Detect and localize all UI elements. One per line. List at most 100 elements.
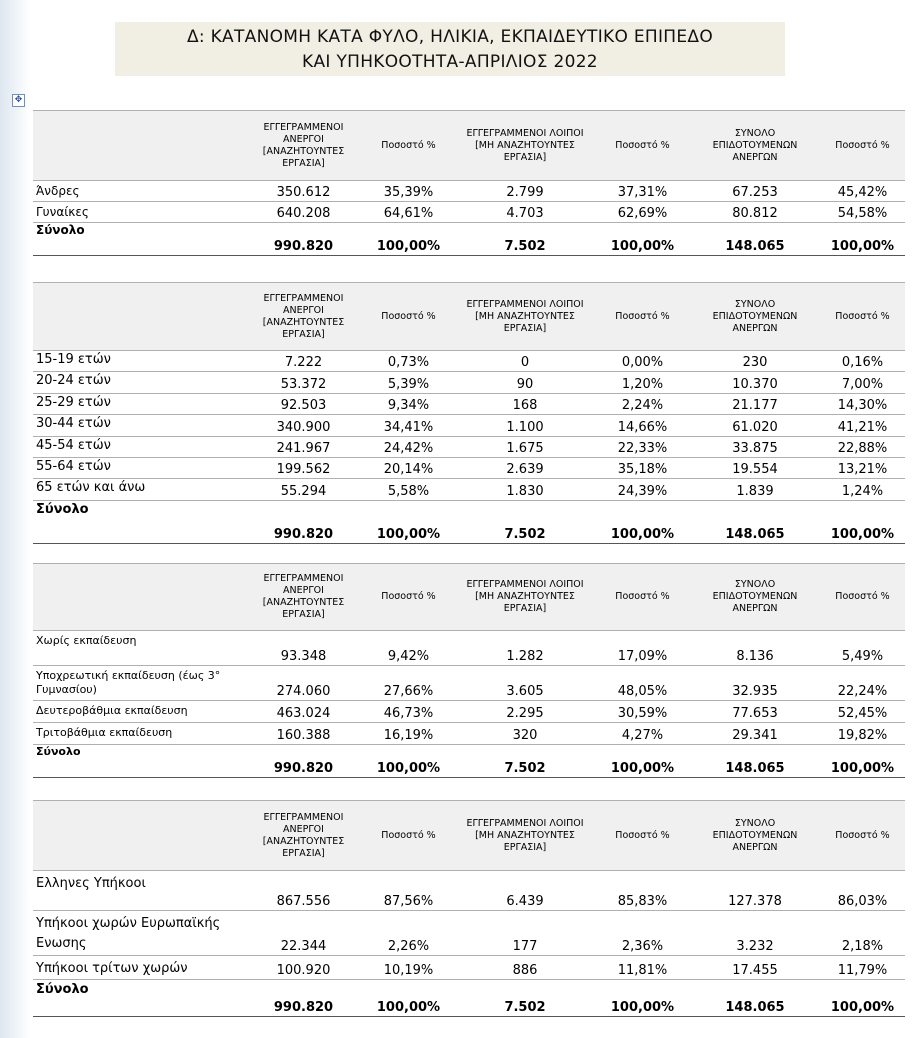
data-row: Δευτεροβάθμια εκπαίδευση 463.024 46,73% 2.2…	[33, 700, 905, 723]
data-table: ΕΓΓΕΓΡΑΜΜΕΝΟΙ ΑΝΕΡΓΟΙ [ΑΝΑΖΗΤΟΥΝΤΕΣ ΕΡΓΑ…	[33, 800, 905, 1017]
data-row: 20-24 ετών 53.372 5,39% 90 1,20% 10.370 7,00%	[33, 371, 905, 394]
column-header: Ποσοστό %	[595, 563, 690, 631]
cell-value: 1.830	[455, 478, 595, 501]
total-label: Σύνολο	[33, 979, 245, 1017]
header-row: ΕΓΓΕΓΡΑΜΜΕΝΟΙ ΑΝΕΡΓΟΙ [ΑΝΑΖΗΤΟΥΝΤΕΣ ΕΡΓΑ…	[33, 563, 905, 631]
total-value: 100,00%	[362, 744, 455, 778]
cell-value: 7,00%	[820, 371, 905, 394]
cell-value: 1.100	[455, 414, 595, 437]
cell-value: 1,24%	[820, 478, 905, 501]
data-row: Υπήκοοι χωρών Ευρωπαϊκής Ενωσης 22.344 2,2…	[33, 910, 905, 956]
cell-value: 22,88%	[820, 436, 905, 458]
cell-value: 13,21%	[820, 457, 905, 480]
row-label: Χωρίς εκπαίδευση	[33, 630, 245, 666]
header-corner	[33, 110, 245, 181]
cell-value: 11,79%	[820, 955, 905, 980]
total-value: 100,00%	[820, 500, 905, 544]
total-value: 148.065	[690, 979, 820, 1017]
cell-value: 34,41%	[362, 414, 455, 437]
cell-value: 127.378	[690, 870, 820, 911]
cell-value: 274.060	[245, 665, 362, 701]
cell-value: 5,39%	[362, 371, 455, 394]
total-value: 7.502	[455, 222, 595, 256]
row-label: Τριτοβάθμια εκπαίδευση	[33, 722, 245, 745]
data-table: ΕΓΓΕΓΡΑΜΜΕΝΟΙ ΑΝΕΡΓΟΙ [ΑΝΑΖΗΤΟΥΝΤΕΣ ΕΡΓΑ…	[33, 563, 905, 778]
cell-value: 90	[455, 371, 595, 394]
title-line: ΚΑΙ ΥΠΗΚΟΟΤΗΤΑ-ΑΠΡΙΛΙΟΣ 2022	[302, 52, 598, 72]
row-label: Υποχρεωτική εκπαίδευση (έως 3° Γυμνασίου…	[33, 665, 245, 701]
header-corner	[33, 563, 245, 631]
cell-value: 17.455	[690, 955, 820, 980]
total-value: 148.065	[690, 744, 820, 778]
cell-value: 2.639	[455, 457, 595, 480]
cell-value: 9,42%	[362, 630, 455, 666]
total-value: 148.065	[690, 222, 820, 256]
cell-value: 93.348	[245, 630, 362, 666]
total-row: Σύνολο 990.820 100,00% 7.502 100,00% 148.065 1…	[33, 500, 905, 544]
cell-value: 29.341	[690, 722, 820, 745]
total-value: 100,00%	[595, 500, 690, 544]
cell-value: 35,39%	[362, 180, 455, 202]
row-label: 45-54 ετών	[33, 436, 245, 458]
row-label: Άνδρες	[33, 180, 245, 202]
column-header: ΕΓΓΕΓΡΑΜΜΕΝΟΙ ΛΟΙΠΟΙ [ΜΗ ΑΝΑΖΗΤΟΥΝΤΕΣ ΕΡ…	[455, 110, 595, 181]
cell-value: 177	[455, 910, 595, 956]
cell-value: 1.282	[455, 630, 595, 666]
column-header: ΕΓΓΕΓΡΑΜΜΕΝΟΙ ΛΟΙΠΟΙ [ΜΗ ΑΝΑΖΗΤΟΥΝΤΕΣ ΕΡ…	[455, 800, 595, 871]
cell-value: 199.562	[245, 457, 362, 480]
row-label: Ελληνες Υπήκοοι	[33, 870, 245, 911]
data-row: 15-19 ετών 7.222 0,73% 0 0,00% 230 0,16%	[33, 350, 905, 373]
cell-value: 77.653	[690, 700, 820, 723]
column-header: Ποσοστό %	[362, 282, 455, 351]
data-row: Τριτοβάθμια εκπαίδευση 160.388 16,19% 320 4,…	[33, 722, 905, 745]
total-row: Σύνολο 990.820 100,00% 7.502 100,00% 148.065 1…	[33, 744, 905, 778]
header-corner	[33, 800, 245, 871]
total-value: 100,00%	[595, 222, 690, 256]
column-header: ΕΓΓΕΓΡΑΜΜΕΝΟΙ ΑΝΕΡΓΟΙ [ΑΝΑΖΗΤΟΥΝΤΕΣ ΕΡΓΑ…	[245, 800, 362, 871]
total-value: 990.820	[245, 744, 362, 778]
cell-value: 22,24%	[820, 665, 905, 701]
row-label: 20-24 ετών	[33, 371, 245, 394]
total-label: Σύνολο	[33, 500, 245, 544]
cell-value: 10.370	[690, 371, 820, 394]
data-row: 45-54 ετών 241.967 24,42% 1.675 22,33% 33.875…	[33, 436, 905, 458]
cell-value: 2.295	[455, 700, 595, 723]
cell-value: 48,05%	[595, 665, 690, 701]
total-value: 100,00%	[820, 979, 905, 1017]
cell-value: 14,30%	[820, 393, 905, 416]
table-body: ΕΓΓΕΓΡΑΜΜΕΝΟΙ ΑΝΕΡΓΟΙ [ΑΝΑΖΗΤΟΥΝΤΕΣ ΕΡΓΑ…	[33, 563, 905, 778]
cell-value: 0,16%	[820, 350, 905, 373]
cell-value: 6.439	[455, 870, 595, 911]
cell-value: 87,56%	[362, 870, 455, 911]
total-value: 7.502	[455, 500, 595, 544]
column-header: Ποσοστό %	[362, 563, 455, 631]
cell-value: 241.967	[245, 436, 362, 458]
total-value: 100,00%	[595, 979, 690, 1017]
cell-value: 0,00%	[595, 350, 690, 373]
column-header: Ποσοστό %	[820, 800, 905, 871]
cell-value: 10,19%	[362, 955, 455, 980]
total-value: 100,00%	[595, 744, 690, 778]
row-label: 25-29 ετών	[33, 393, 245, 416]
total-row: Σύνολο 990.820 100,00% 7.502 100,00% 148.065 1…	[33, 222, 905, 256]
cell-value: 35,18%	[595, 457, 690, 480]
cell-value: 160.388	[245, 722, 362, 745]
data-row: Υποχρεωτική εκπαίδευση (έως 3° Γυμνασίου…	[33, 665, 905, 701]
total-value: 7.502	[455, 744, 595, 778]
row-label: 15-19 ετών	[33, 350, 245, 373]
cell-value: 24,39%	[595, 478, 690, 501]
total-value: 100,00%	[362, 222, 455, 256]
data-row: Χωρίς εκπαίδευση 93.348 9,42% 1.282 17,09% 8.…	[33, 630, 905, 666]
column-header: Ποσοστό %	[595, 110, 690, 181]
cell-value: 86,03%	[820, 870, 905, 911]
cell-value: 3.232	[690, 910, 820, 956]
cell-value: 0,73%	[362, 350, 455, 373]
cell-value: 3.605	[455, 665, 595, 701]
cell-value: 55.294	[245, 478, 362, 501]
cell-value: 16,19%	[362, 722, 455, 745]
row-label: 65 ετών και άνω	[33, 478, 245, 501]
cell-value: 320	[455, 722, 595, 745]
move-handle[interactable]: ✥	[12, 94, 25, 107]
total-value: 148.065	[690, 500, 820, 544]
cell-value: 4.703	[455, 201, 595, 223]
